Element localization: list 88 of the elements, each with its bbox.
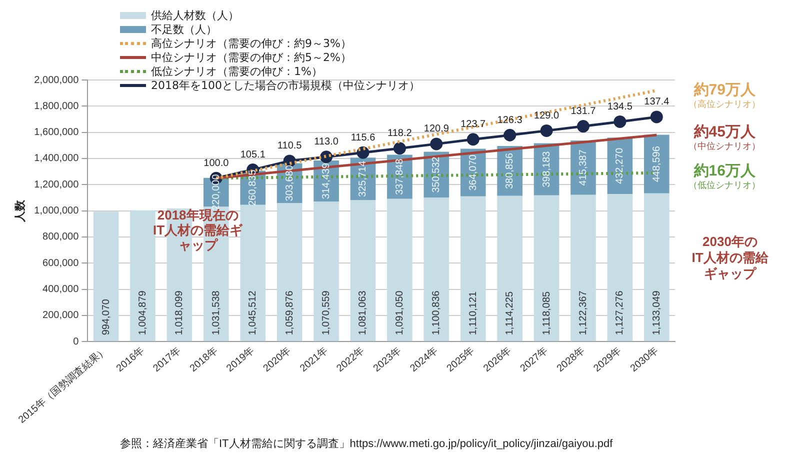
y-tick-label: 400,000 xyxy=(42,284,80,296)
data-label: 260,835 xyxy=(248,169,259,206)
data-label: 303,680 xyxy=(284,164,296,202)
data-label: 137.4 xyxy=(644,96,670,108)
data-label: 1,127,276 xyxy=(614,290,626,336)
bar xyxy=(350,200,376,342)
annotation: 2018年現在のIT人材の需給ギャップ xyxy=(153,208,244,253)
data-label: 1,045,512 xyxy=(248,290,259,336)
data-label: 100.0 xyxy=(204,158,230,169)
data-label: 364,070 xyxy=(468,154,479,191)
bar xyxy=(314,202,339,342)
legend-label: 高位シナリオ（需要の伸び：約9～3%） xyxy=(151,36,352,50)
y-axis-title: 人数 xyxy=(14,198,27,223)
data-label: 123.7 xyxy=(460,119,486,130)
data-label: 1,031,538 xyxy=(210,290,222,336)
legend-label: 低位シナリオ（需要の伸び：1%） xyxy=(151,64,322,78)
data-label: 1,091,050 xyxy=(394,290,406,336)
data-label: 448,596 xyxy=(651,146,662,182)
y-tick-label: 600,000 xyxy=(42,258,80,269)
point xyxy=(393,142,406,155)
data-label: 1,114,225 xyxy=(504,290,516,336)
bar xyxy=(387,198,412,342)
bar xyxy=(276,202,302,342)
y-tick-label: 0 xyxy=(73,336,80,348)
data-label: 129.0 xyxy=(534,110,560,122)
text: 参照：経済産業省「IT人材需給に関する調査」https://www.meti.go.jp/policy/it_policy/jinzai/gaiyou.pdf xyxy=(120,437,614,450)
data-label: 118.2 xyxy=(388,128,412,140)
data-label: 1,122,367 xyxy=(578,290,589,336)
bar xyxy=(424,198,450,342)
data-label: 1,100,836 xyxy=(431,290,442,336)
data-label: 1,118,085 xyxy=(541,290,552,336)
text: （低位シナリオ） xyxy=(688,180,761,190)
point xyxy=(576,120,590,133)
annotation: 約16万人 xyxy=(692,162,756,180)
y-tick-label: 1,600,000 xyxy=(34,127,80,138)
legend-label: 供給人材数（人） xyxy=(151,8,239,22)
point xyxy=(466,133,480,146)
point xyxy=(614,115,626,128)
legend-label: 2018年を100とした場合の市場規模（中位シナリオ） xyxy=(151,78,420,92)
data-label: 115.6 xyxy=(350,132,376,144)
legend-label: 中位シナリオ（需要の伸び：約5～2%） xyxy=(151,50,352,64)
data-label: 398,183 xyxy=(541,150,552,188)
data-label: 314,439 xyxy=(321,162,332,200)
annotation: 約79万人 xyxy=(692,82,756,99)
data-label: 1,018,099 xyxy=(174,290,186,336)
data-label: 380,856 xyxy=(504,152,516,190)
annotation: 約45万人 xyxy=(692,123,756,140)
bar xyxy=(130,210,156,342)
data-label: 134.5 xyxy=(607,101,633,112)
data-label: 994,070 xyxy=(100,298,112,336)
data-label: 432,270 xyxy=(614,147,626,184)
text: （高位シナリオ） xyxy=(688,98,761,109)
y-tick-label: 2,000,000 xyxy=(34,74,80,86)
bar xyxy=(570,194,596,342)
bar xyxy=(534,195,560,342)
data-label: 1,059,876 xyxy=(284,290,296,336)
y-tick-label: 1,000,000 xyxy=(34,206,80,217)
data-label: 1,004,879 xyxy=(138,290,148,336)
y-tick-label: 200,000 xyxy=(42,310,80,322)
bar xyxy=(460,196,486,342)
data-label: 350,532 xyxy=(431,156,442,193)
bar xyxy=(497,196,522,342)
bar xyxy=(644,193,670,342)
data-label: 1,133,049 xyxy=(651,290,662,336)
bar xyxy=(93,212,119,342)
data-label: 325,714 xyxy=(358,160,369,197)
legend-label: 不足数（人） xyxy=(151,22,217,36)
text: 2030年のIT人材の需給ギャップ xyxy=(692,234,770,281)
y-tick-label: 1,400,000 xyxy=(34,153,80,164)
bar xyxy=(607,194,633,342)
point xyxy=(430,138,443,150)
point xyxy=(650,110,663,124)
y-tick-label: 1,800,000 xyxy=(34,100,80,112)
data-label: 1,070,559 xyxy=(321,290,332,336)
point xyxy=(540,124,553,137)
point xyxy=(504,128,516,142)
data-label: 131.7 xyxy=(570,106,596,118)
data-label: 120.9 xyxy=(424,124,450,135)
data-label: 1,110,121 xyxy=(468,290,479,336)
data-label: 105.1 xyxy=(240,150,266,161)
data-label: 110.5 xyxy=(277,140,302,152)
data-label: 337,848 xyxy=(394,158,406,195)
y-tick-label: 800,000 xyxy=(42,232,80,243)
data-label: 1,081,063 xyxy=(358,290,369,336)
text: （中位シナリオ） xyxy=(688,140,761,151)
data-label: 113.0 xyxy=(314,136,339,148)
data-label: 415,387 xyxy=(578,149,589,186)
y-tick-label: 1,200,000 xyxy=(34,179,80,190)
